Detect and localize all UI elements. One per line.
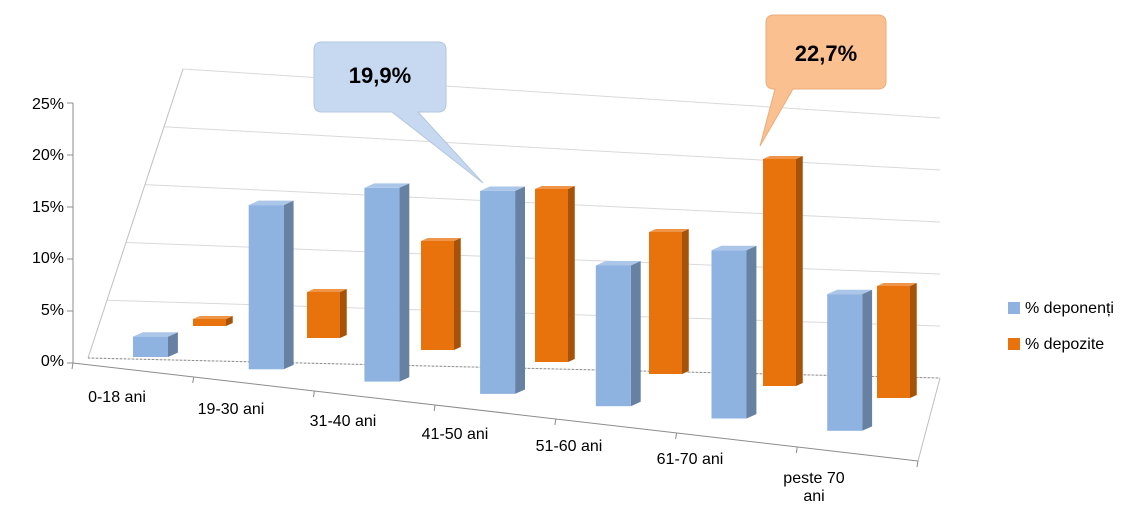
bar-top (649, 229, 689, 232)
bar-top (307, 289, 347, 292)
bar-side (399, 183, 410, 382)
bar-side (862, 289, 873, 431)
y-tick-label: 25% (32, 96, 64, 113)
bar-top (480, 186, 525, 191)
x-tick-label: 31-40 ani (310, 413, 377, 430)
bar-side (283, 200, 294, 370)
bar-side (796, 156, 803, 386)
bar-top (711, 245, 757, 251)
callout-bubble-deponenti (313, 41, 484, 184)
bar-front (877, 286, 910, 398)
x-tick-label: 19-30 ani (198, 401, 265, 418)
bar-side (910, 283, 917, 398)
bar-front (595, 265, 631, 407)
legend-swatch-deponenti (1008, 302, 1020, 314)
bar-top (133, 332, 178, 337)
bar (421, 238, 461, 350)
bar-top (364, 183, 410, 188)
bar-top (421, 238, 461, 241)
bar-front (307, 292, 340, 338)
x-axis-line (72, 362, 919, 462)
bar (480, 186, 525, 394)
bar (133, 332, 178, 357)
x-tick-label-line: peste 70 (783, 470, 844, 487)
x-tick-label-line: ani (803, 488, 824, 505)
bar-top (877, 283, 917, 286)
bar-front (193, 319, 226, 326)
legend-label: % deponenți (1025, 300, 1114, 317)
bar-top (827, 289, 873, 295)
callout-bubble-depozite (759, 14, 887, 147)
bar-front (649, 232, 682, 374)
gridline (125, 241, 941, 275)
bar-front (535, 189, 568, 362)
callout-label: 22,7% (795, 41, 857, 66)
bar (595, 261, 641, 407)
x-tick-mark (312, 390, 315, 398)
bar-side (568, 186, 575, 362)
bar-side (682, 229, 689, 374)
bar-side (226, 316, 233, 326)
bar (649, 229, 689, 374)
x-tick-label: 41-50 ani (422, 426, 489, 443)
bar-side (630, 261, 641, 407)
bar (248, 200, 294, 370)
x-tick-label-wrapped: peste 70 ani (783, 470, 844, 505)
bar-front (364, 187, 400, 382)
y-tick-label: 0% (41, 353, 64, 370)
bar (364, 183, 410, 382)
gridline (163, 126, 941, 171)
gridline (182, 68, 941, 119)
bar-front (827, 294, 863, 431)
x-tick-mark (916, 460, 919, 468)
back-wall-edge (87, 68, 184, 359)
bar (763, 156, 803, 386)
legend-swatch-depozite (1008, 338, 1020, 350)
x-tick-mark (795, 446, 798, 454)
x-tick-mark (675, 432, 678, 440)
bar-side (340, 289, 347, 338)
bar (877, 283, 917, 398)
y-tick-label: 5% (41, 302, 64, 319)
bar (307, 289, 347, 338)
y-axis: 0% 5% 10% 15% 20% 25% (32, 96, 64, 370)
bars (133, 156, 917, 431)
x-tick-label: 51-60 ani (536, 438, 603, 455)
bar-side (454, 238, 461, 350)
x-tick-label: 0-18 ani (88, 389, 146, 406)
bar-top (193, 316, 233, 319)
callouts: 19,9% 22,7% (313, 14, 887, 184)
legend: % deponenți % depozite (1008, 300, 1114, 353)
bar-top (535, 186, 575, 189)
x-tick-mark (71, 362, 74, 370)
bar-side (168, 332, 178, 357)
bar-front (480, 190, 516, 394)
legend-label: % depozite (1025, 336, 1104, 353)
y-tick-label: 15% (32, 199, 64, 216)
x-tick-mark (554, 418, 557, 426)
y-tick-label: 10% (32, 250, 64, 267)
bar-front (421, 241, 454, 350)
bar-front (763, 159, 796, 386)
y-tick-label: 20% (32, 147, 64, 164)
bar-front (248, 205, 284, 370)
bar-top (248, 200, 294, 206)
bar-side (746, 245, 757, 419)
bar (711, 245, 757, 419)
bar-top (763, 156, 803, 159)
bar (193, 316, 233, 326)
bar-front (711, 250, 747, 419)
floor-right-edge (917, 377, 941, 462)
x-tick-mark (192, 376, 195, 384)
x-tick-label: 61-70 ani (657, 451, 724, 468)
bar (827, 289, 873, 431)
x-axis: 0-18 ani 19-30 ani 31-40 ani 41-50 ani 5… (88, 389, 845, 505)
callout-label: 19,9% (349, 63, 411, 88)
bar (535, 186, 575, 362)
bar-front (133, 336, 168, 357)
x-tick-mark (433, 404, 436, 412)
bar-side (515, 186, 525, 394)
bar-top (595, 261, 641, 266)
